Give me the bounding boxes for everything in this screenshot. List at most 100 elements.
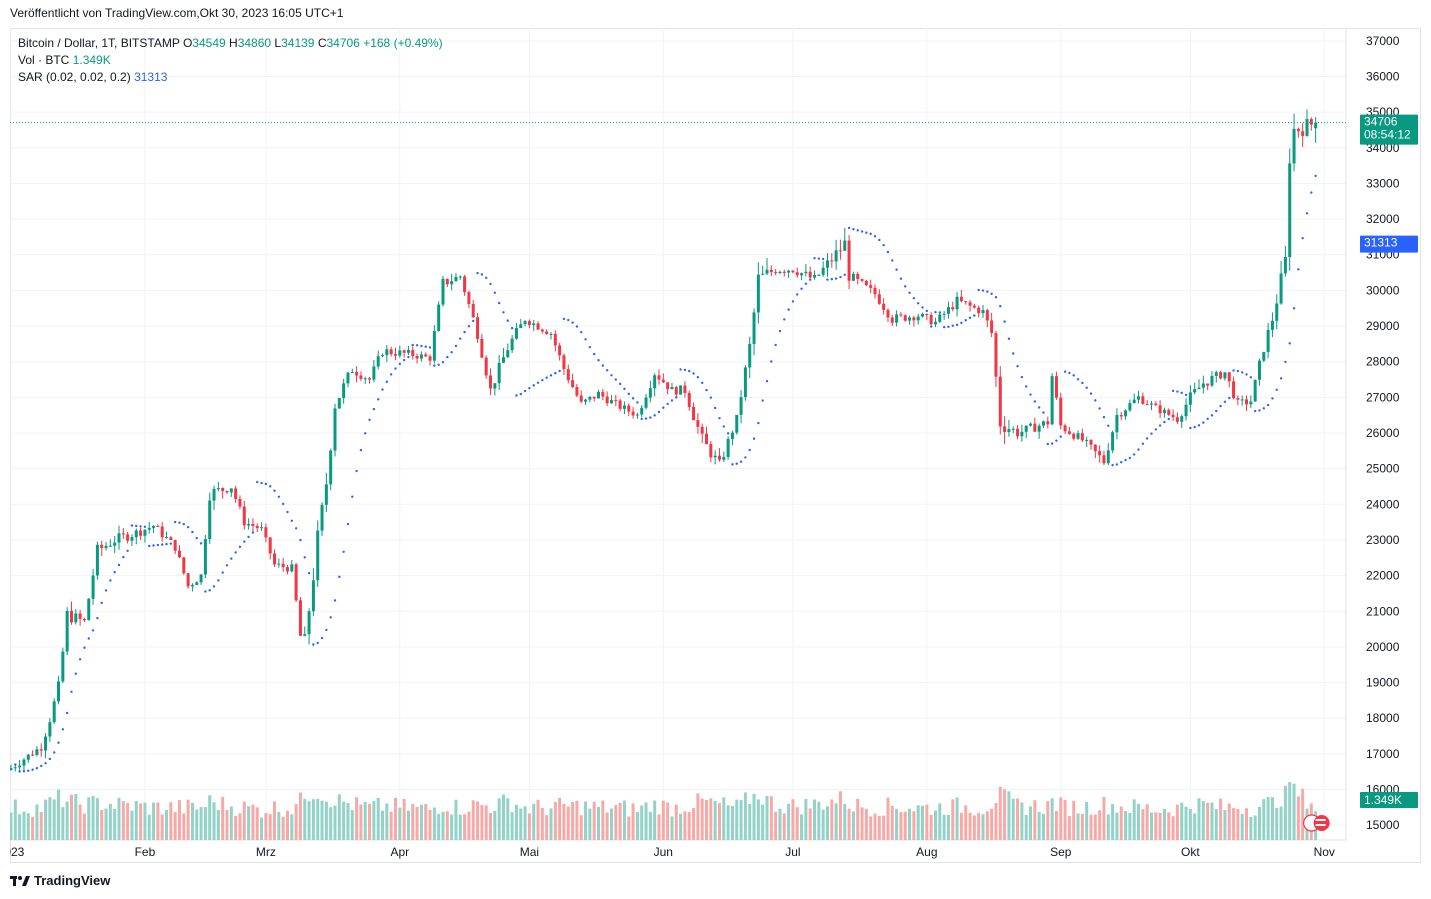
sar-dot — [1137, 448, 1140, 451]
y-tick-label: 19000 — [1366, 676, 1400, 690]
volume-bar — [765, 796, 769, 840]
sar-dot — [644, 417, 648, 420]
volume-bar — [1175, 804, 1179, 840]
volume-bar — [977, 813, 981, 840]
volume-bar — [955, 797, 959, 840]
candle-body — [1003, 426, 1007, 432]
sar-dot — [247, 535, 250, 539]
sar-dot — [683, 368, 687, 372]
sar-dot — [722, 425, 725, 428]
sar-dot — [917, 302, 920, 305]
candle-body — [795, 272, 799, 276]
volume-bar — [618, 802, 622, 840]
candle-body — [454, 276, 458, 282]
sar-dot — [761, 399, 764, 402]
candle-body — [1253, 379, 1257, 402]
sar-dot — [1189, 426, 1192, 430]
sar-dot — [649, 416, 652, 419]
candle-body — [527, 321, 531, 326]
candle-body — [1041, 421, 1045, 426]
volume-bar — [972, 815, 976, 840]
sar-dot — [787, 308, 790, 311]
sar-dot — [173, 520, 177, 524]
sar-dot — [670, 399, 674, 402]
volume-bar — [307, 801, 311, 840]
candle-body — [666, 382, 670, 390]
volume-bar — [942, 814, 946, 840]
volume-bar — [739, 800, 743, 840]
candle-body — [1232, 381, 1236, 399]
volume-bar — [441, 811, 445, 840]
volume-bar — [285, 810, 289, 840]
y-tick-label: 21000 — [1366, 604, 1400, 618]
published-caption: Veröffentlicht von TradingView.com,Okt 3… — [10, 6, 344, 20]
candle-body — [39, 749, 43, 751]
volume-bar — [787, 803, 791, 840]
candle-body — [393, 354, 397, 356]
volume-bar — [808, 808, 812, 840]
candle-body — [320, 504, 324, 531]
x-tick-label: Mrz — [256, 845, 276, 859]
volume-bar — [31, 816, 35, 840]
candle-body — [100, 544, 104, 549]
volume-bar — [273, 801, 277, 840]
candle-body — [372, 366, 376, 380]
volume-bar — [169, 802, 173, 840]
sar-dot — [372, 407, 376, 411]
volume-bar — [212, 802, 216, 840]
sar-dot — [1128, 456, 1132, 460]
volume-bar — [795, 807, 799, 840]
volume-bar — [493, 810, 497, 840]
candle-body — [847, 240, 851, 281]
volume-bar — [82, 813, 86, 840]
candle-body — [938, 314, 942, 322]
sar-dot — [281, 502, 285, 506]
volume-bar — [726, 805, 730, 840]
y-tick-label: 37000 — [1366, 34, 1400, 48]
volume-bar — [1003, 789, 1007, 840]
sar-dot — [1219, 404, 1222, 408]
candle-body — [242, 506, 246, 526]
volume-bar — [1093, 814, 1097, 840]
sar-dot — [1301, 237, 1304, 240]
sar-dot — [394, 367, 397, 370]
sar-dot — [1050, 442, 1054, 445]
candle-body — [1137, 396, 1141, 400]
sar-dot — [303, 556, 306, 559]
candle-body — [566, 369, 570, 381]
volume-label[interactable]: Vol · BTC — [18, 53, 70, 67]
sar-label[interactable]: SAR (0.02, 0.02, 0.2) — [18, 70, 131, 84]
sar-dot — [705, 388, 708, 392]
candle-body — [713, 455, 717, 458]
sar-dot — [307, 571, 311, 575]
sar-dot — [389, 373, 393, 376]
volume-bar — [1279, 806, 1283, 840]
candle-body — [1059, 397, 1063, 426]
candle-body — [186, 573, 190, 587]
candle-body — [549, 333, 553, 335]
legend-volume-row: Vol · BTC 1.349K — [18, 52, 443, 69]
sar-dot — [1141, 442, 1145, 445]
volume-bar — [916, 805, 920, 840]
candle-body — [882, 303, 886, 310]
candle-body — [82, 618, 86, 621]
sar-dot — [1279, 377, 1283, 380]
volume-bar — [238, 813, 242, 840]
volume-bar — [994, 803, 998, 840]
candle-body — [1098, 451, 1102, 456]
sar-dot — [1089, 392, 1093, 395]
sar-dot — [441, 361, 445, 364]
sar-dot — [1215, 409, 1218, 413]
sar-price-label-text: 31313 — [1364, 236, 1398, 250]
volume-bar — [100, 809, 104, 840]
candle-body — [1080, 433, 1084, 441]
volume-bars — [10, 782, 1318, 840]
volume-bar — [648, 811, 652, 840]
volume-bar — [661, 800, 665, 840]
volume-bar — [117, 797, 121, 840]
volume-bar — [445, 811, 449, 840]
candle-body — [355, 371, 359, 376]
candle-body — [208, 500, 212, 540]
price-chart[interactable]: 1500016000170001800019000200002100022000… — [10, 28, 1421, 863]
symbol-name[interactable]: Bitcoin / Dollar, 1T, BITSTAMP — [18, 36, 180, 50]
